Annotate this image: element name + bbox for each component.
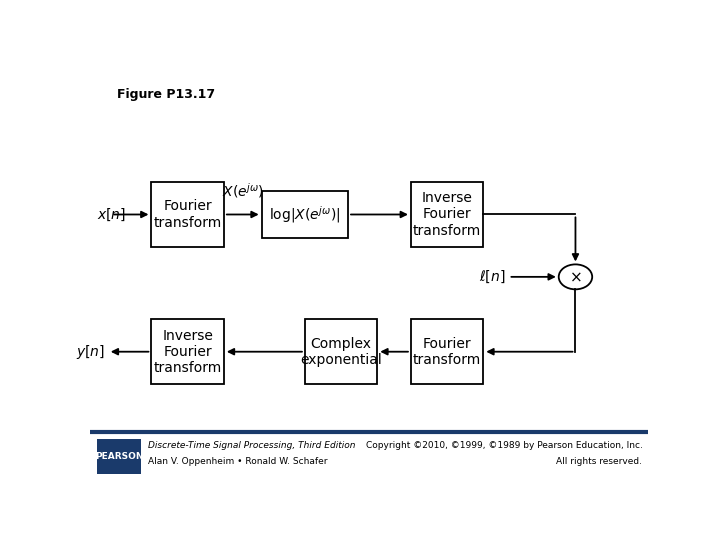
Text: $\log |X(e^{j\omega})|$: $\log |X(e^{j\omega})|$ (269, 204, 341, 225)
Bar (305, 320, 377, 384)
Bar (411, 320, 483, 384)
Bar (90, 431, 648, 481)
Text: Figure P13.17: Figure P13.17 (117, 87, 215, 100)
Text: Copyright ©2010, ©1999, ©1989 by Pearson Education, Inc.: Copyright ©2010, ©1999, ©1989 by Pearson… (366, 441, 642, 450)
Circle shape (559, 265, 593, 289)
Text: $y[n]$: $y[n]$ (76, 343, 105, 361)
Text: Alan V. Oppenheim • Ronald W. Schafer: Alan V. Oppenheim • Ronald W. Schafer (148, 457, 328, 466)
Bar (411, 183, 483, 247)
Text: PEARSON: PEARSON (95, 452, 143, 461)
Text: Fourier
transform: Fourier transform (413, 336, 481, 367)
Text: Fourier
transform: Fourier transform (153, 199, 222, 230)
Text: $X(e^{j\omega})$: $X(e^{j\omega})$ (222, 181, 264, 200)
Bar (151, 320, 224, 384)
Bar (261, 191, 348, 238)
Text: Complex
exponential: Complex exponential (300, 336, 382, 367)
Text: $\times$: $\times$ (569, 269, 582, 285)
Text: Discrete-Time Signal Processing, Third Edition: Discrete-Time Signal Processing, Third E… (148, 441, 356, 450)
Text: All rights reserved.: All rights reserved. (557, 457, 642, 466)
Text: Inverse
Fourier
transform: Inverse Fourier transform (153, 328, 222, 375)
Text: Inverse
Fourier
transform: Inverse Fourier transform (413, 191, 481, 238)
Text: $x[n]$: $x[n]$ (97, 206, 126, 222)
Bar (151, 183, 224, 247)
Text: $\ell[n]$: $\ell[n]$ (480, 269, 505, 285)
Bar (96, 439, 141, 474)
